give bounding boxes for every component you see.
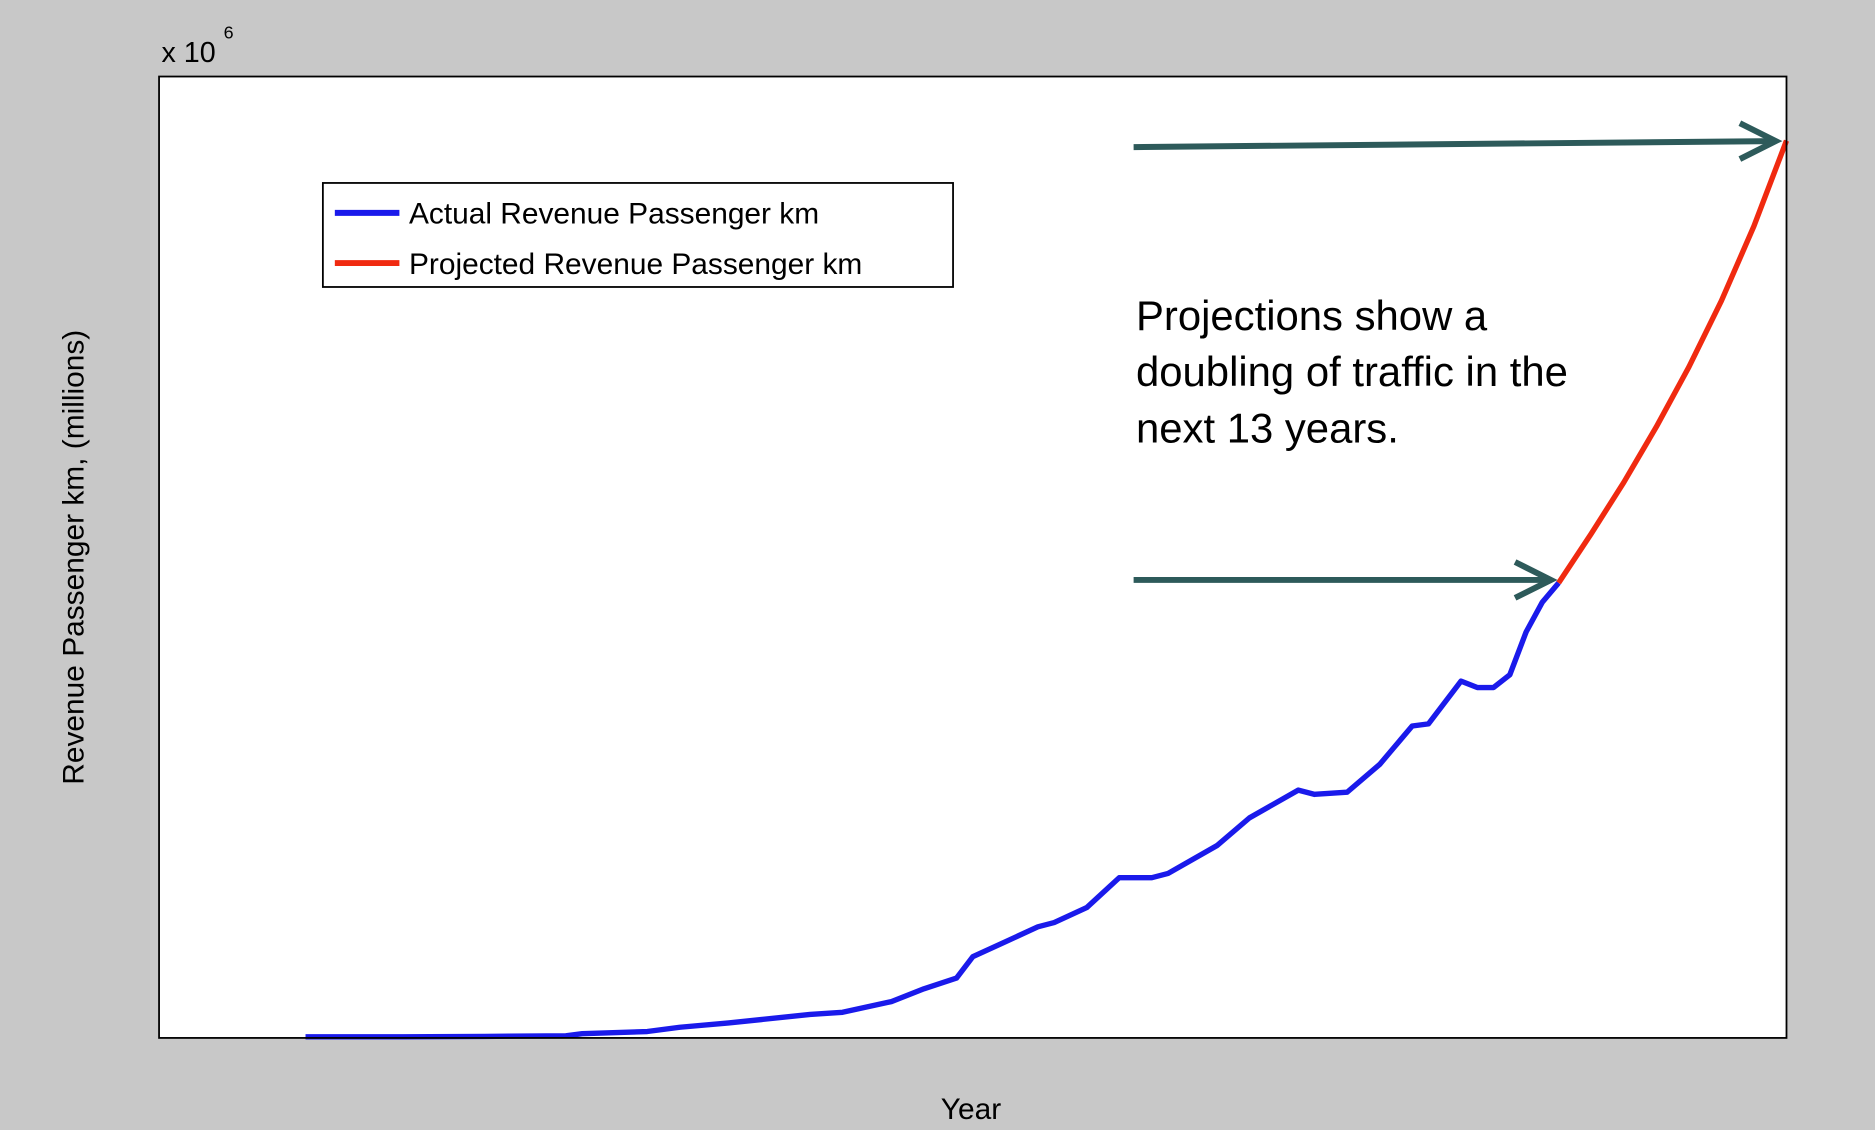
y-multiplier-exponent: 6 bbox=[224, 22, 234, 42]
arrows bbox=[1133, 120, 1783, 601]
legend-label: Projected Revenue Passenger km bbox=[409, 248, 862, 281]
legend: Actual Revenue Passenger km Projected Rev… bbox=[321, 182, 954, 288]
legend-label: Actual Revenue Passenger km bbox=[409, 198, 819, 231]
annotation-line: next 13 years. bbox=[1136, 404, 1399, 451]
data-line bbox=[305, 581, 1561, 1040]
arrow-head bbox=[1513, 559, 1558, 601]
data-line bbox=[1556, 139, 1790, 585]
annotation: Projections show a doubling of traffic in… bbox=[1136, 292, 1568, 451]
annotation-line: Projections show a bbox=[1136, 292, 1488, 339]
y-multiplier: x 10 bbox=[161, 37, 215, 69]
y-axis-label: Revenue Passenger km, (millions) bbox=[58, 330, 91, 785]
axes-box bbox=[158, 75, 1788, 1039]
legend-box bbox=[321, 182, 954, 288]
arrow-upper bbox=[1133, 138, 1774, 151]
x-axis-label: Year bbox=[941, 1093, 1001, 1126]
annotation-line: doubling of traffic in the bbox=[1136, 348, 1568, 395]
arrow-head bbox=[1738, 120, 1783, 162]
